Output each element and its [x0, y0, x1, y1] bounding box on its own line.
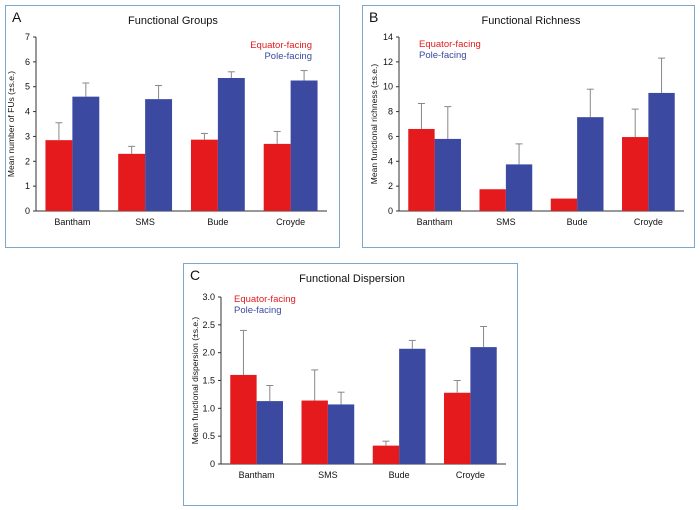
y-tick-label: 2: [25, 156, 30, 166]
x-tick-label-bude: Bude: [207, 217, 228, 227]
bar-pole-facing-bantham: [72, 96, 100, 211]
x-tick-label-bantham: Bantham: [54, 217, 90, 227]
y-tick-label: 0: [210, 459, 215, 469]
bar-equator-facing-bude: [550, 198, 578, 211]
bar-equator-facing-bude: [372, 445, 400, 464]
y-tick-label: 5: [25, 82, 30, 92]
bar-pole-facing-bantham: [434, 138, 461, 211]
bar-pole-facing-bude: [217, 78, 245, 211]
panel-functional-groups: A Functional Groups Mean number of FUs (±…: [5, 5, 340, 248]
bar-pole-facing-sms: [145, 99, 173, 211]
y-axis-label: Mean functional richness (±s.e.): [369, 64, 379, 185]
bar-equator-facing-sms: [118, 153, 146, 211]
x-tick-label-bantham: Bantham: [239, 470, 275, 480]
x-tick-label-bude: Bude: [389, 470, 410, 480]
legend-equator-facing: Equator-facing: [234, 294, 296, 305]
y-tick-label: 6: [25, 57, 30, 67]
bar-equator-facing-bantham: [408, 128, 435, 211]
bar-equator-facing-croyde: [622, 137, 649, 211]
y-tick-label: 1.0: [202, 403, 215, 413]
functional-groups-chart: Functional Groups Mean number of FUs (±s.…: [6, 15, 327, 227]
bar-equator-facing-bude: [190, 139, 218, 211]
panel-letter-a: A: [12, 9, 22, 25]
legend-equator-facing: Equator-facing: [250, 40, 312, 51]
y-tick-label: 7: [25, 32, 30, 42]
x-tick-label-croyde: Croyde: [456, 470, 485, 480]
x-tick-label-croyde: Croyde: [276, 217, 305, 227]
legend-pole-facing: Pole-facing: [264, 51, 312, 62]
y-tick-label: 0.5: [202, 431, 215, 441]
bar-pole-facing-sms: [505, 164, 533, 211]
x-tick-label-bude: Bude: [567, 217, 588, 227]
x-tick-label-bantham: Bantham: [417, 217, 453, 227]
bar-pole-facing-bude: [577, 117, 604, 211]
bar-pole-facing-croyde: [470, 347, 497, 464]
panel-functional-dispersion: C Functional Dispersion Mean functional d…: [183, 263, 518, 506]
y-tick-label: 14: [383, 32, 393, 42]
y-tick-label: 1.5: [202, 376, 215, 386]
y-tick-label: 4: [388, 156, 393, 166]
y-axis-label: Mean number of FUs (±s.e.): [6, 71, 16, 177]
x-tick-label-sms: SMS: [318, 470, 338, 480]
functional-richness-chart: Functional Richness Mean functional richn…: [369, 15, 684, 227]
bar-pole-facing-bantham: [256, 401, 283, 464]
chart-title: Functional Groups: [128, 15, 218, 27]
bar-equator-facing-sms: [479, 189, 506, 211]
y-tick-label: 4: [25, 107, 30, 117]
legend-pole-facing: Pole-facing: [419, 50, 467, 61]
bar-equator-facing-croyde: [263, 143, 291, 211]
y-tick-label: 3: [25, 131, 30, 141]
bar-pole-facing-bude: [399, 348, 426, 464]
chart-title: Functional Dispersion: [299, 273, 405, 285]
y-tick-label: 6: [388, 131, 393, 141]
panel-letter-b: B: [369, 9, 379, 25]
bar-pole-facing-sms: [327, 404, 355, 464]
x-tick-label-sms: SMS: [135, 217, 155, 227]
y-tick-label: 0: [25, 206, 30, 216]
y-axis-label: Mean functional dispersion (±s.e.): [190, 317, 200, 445]
y-tick-label: 1: [25, 181, 30, 191]
x-tick-label-sms: SMS: [496, 217, 516, 227]
y-tick-label: 10: [383, 82, 393, 92]
panel-letter-c: C: [190, 267, 201, 283]
bar-pole-facing-croyde: [648, 92, 675, 211]
x-tick-label-croyde: Croyde: [634, 217, 663, 227]
bar-equator-facing-bantham: [230, 374, 257, 464]
bar-equator-facing-sms: [301, 400, 328, 464]
y-tick-label: 12: [383, 57, 393, 67]
y-tick-label: 2: [388, 181, 393, 191]
y-tick-label: 2.5: [202, 320, 215, 330]
bar-pole-facing-croyde: [290, 80, 318, 211]
bar-equator-facing-croyde: [444, 392, 471, 464]
y-tick-label: 3.0: [202, 292, 215, 302]
y-tick-label: 8: [388, 107, 393, 117]
legend-equator-facing: Equator-facing: [419, 39, 481, 50]
y-tick-label: 2.0: [202, 348, 215, 358]
bar-equator-facing-bantham: [45, 140, 73, 211]
y-tick-label: 0: [388, 206, 393, 216]
legend-pole-facing: Pole-facing: [234, 305, 282, 316]
functional-dispersion-chart: Functional Dispersion Mean functional dis…: [190, 273, 506, 480]
panel-functional-richness: B Functional Richness Mean functional ric…: [362, 5, 695, 248]
chart-title: Functional Richness: [481, 15, 581, 27]
